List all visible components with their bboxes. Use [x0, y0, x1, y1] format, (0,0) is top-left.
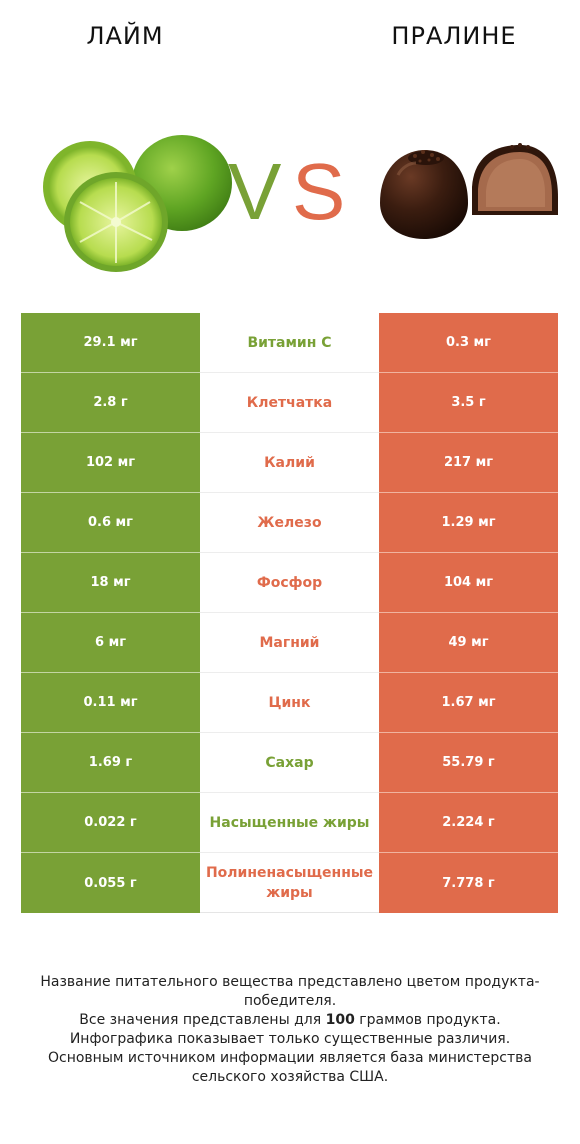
- vs-letter-s: S: [292, 147, 345, 236]
- footer-line-2: Все значения представлены для 100 граммо…: [79, 1012, 501, 1028]
- footer-line-4: Основным источником информации является …: [48, 1050, 532, 1085]
- right-value: 1.67 мг: [379, 673, 558, 733]
- nutrient-label: Насыщенные жиры: [200, 793, 379, 853]
- left-value: 29.1 мг: [21, 313, 200, 373]
- left-value: 18 мг: [21, 553, 200, 613]
- praline-whole: [380, 150, 468, 239]
- nutrient-label: Полиненасыщенные жиры: [200, 853, 379, 913]
- nutrient-label: Клетчатка: [200, 373, 379, 433]
- right-value: 2.224 г: [379, 793, 558, 853]
- nutrient-label: Железо: [200, 493, 379, 553]
- table-row: 0.022 г Насыщенные жиры 2.224 г: [21, 793, 558, 853]
- hero-illustration: V S: [43, 135, 558, 272]
- left-value: 102 мг: [21, 433, 200, 493]
- right-value: 104 мг: [379, 553, 558, 613]
- left-value: 1.69 г: [21, 733, 200, 793]
- right-value: 0.3 мг: [379, 313, 558, 373]
- left-product-title: ЛАЙМ: [86, 22, 164, 50]
- nutrient-label: Витамин C: [200, 313, 379, 373]
- right-value: 55.79 г: [379, 733, 558, 793]
- left-value: 6 мг: [21, 613, 200, 673]
- right-value: 7.778 г: [379, 853, 558, 913]
- right-value: 1.29 мг: [379, 493, 558, 553]
- right-value: 3.5 г: [379, 373, 558, 433]
- table-row: 102 мг Калий 217 мг: [21, 433, 558, 493]
- footer-notes: Название питательного вещества представл…: [20, 973, 560, 1087]
- nutrient-label: Цинк: [200, 673, 379, 733]
- table-row: 2.8 г Клетчатка 3.5 г: [21, 373, 558, 433]
- nutrient-label: Сахар: [200, 733, 379, 793]
- nutrient-label: Фосфор: [200, 553, 379, 613]
- table-row: 29.1 мг Витамин C 0.3 мг: [21, 313, 558, 373]
- vs-letter-v: V: [228, 147, 282, 236]
- table-row: 0.6 мг Железо 1.29 мг: [21, 493, 558, 553]
- table-row: 0.11 мг Цинк 1.67 мг: [21, 673, 558, 733]
- comparison-table: 29.1 мг Витамин C 0.3 мг 2.8 г Клетчатка 3.5 …: [21, 313, 558, 913]
- right-product-title: ПРАЛИНЕ: [391, 22, 517, 50]
- lime-image: [43, 135, 232, 272]
- right-value: 49 мг: [379, 613, 558, 673]
- left-value: 0.055 г: [21, 853, 200, 913]
- table-row: 0.055 г Полиненасыщенные жиры 7.778 г: [21, 853, 558, 913]
- footer-line-1: Название питательного вещества представл…: [40, 974, 540, 1009]
- left-value: 2.8 г: [21, 373, 200, 433]
- footer-line-3: Инфографика показывает только существенн…: [69, 1031, 511, 1047]
- table-row: 6 мг Магний 49 мг: [21, 613, 558, 673]
- praline-image: [380, 143, 558, 239]
- nutrient-label: Калий: [200, 433, 379, 493]
- left-value: 0.11 мг: [21, 673, 200, 733]
- nutrient-label: Магний: [200, 613, 379, 673]
- table-row: 18 мг Фосфор 104 мг: [21, 553, 558, 613]
- right-value: 217 мг: [379, 433, 558, 493]
- table-row: 1.69 г Сахар 55.79 г: [21, 733, 558, 793]
- left-value: 0.022 г: [21, 793, 200, 853]
- left-value: 0.6 мг: [21, 493, 200, 553]
